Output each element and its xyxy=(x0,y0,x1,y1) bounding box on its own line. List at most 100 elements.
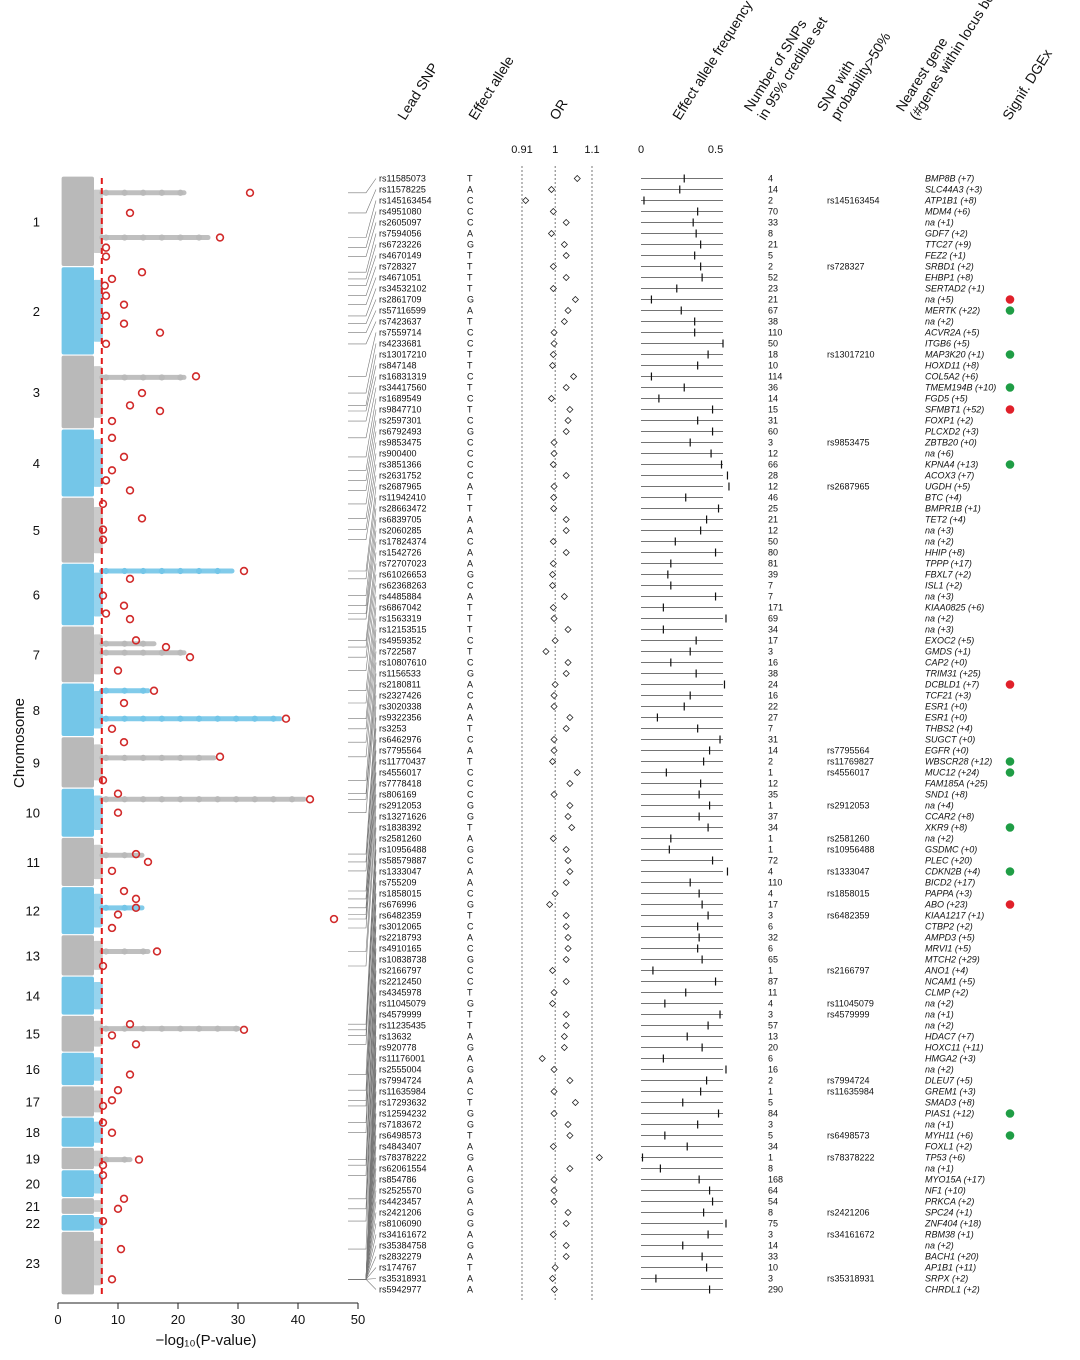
connector-line xyxy=(348,805,377,952)
lead-snp-point xyxy=(125,614,135,624)
high-prob-snp: rs4556017 xyxy=(827,768,870,778)
band-block xyxy=(61,683,94,737)
lead-snp-id: rs4423457 xyxy=(379,1197,422,1207)
snp-dot xyxy=(195,754,203,761)
snp-dot xyxy=(233,796,240,803)
connector-line xyxy=(348,431,377,491)
lead-snp-id: rs13017210 xyxy=(379,350,427,360)
lead-snp-point xyxy=(125,574,135,584)
snp-dot xyxy=(177,796,184,803)
snp-dot xyxy=(158,189,165,196)
significant-streak xyxy=(99,1025,241,1032)
nearest-gene: na (+1) xyxy=(925,1010,954,1020)
effect-allele: C xyxy=(467,790,474,800)
effect-allele: C xyxy=(467,889,474,899)
lead-snp-point xyxy=(239,566,249,576)
significant-streak xyxy=(99,374,187,381)
or-tick-label: 1 xyxy=(552,144,558,156)
high-prob-snp: rs11045079 xyxy=(827,999,874,1009)
or-diamond xyxy=(550,438,558,447)
connector-line xyxy=(348,717,377,863)
table-row: rs1838392 T 34 XKR9 (+8) xyxy=(379,823,1015,833)
significant-streak xyxy=(99,567,235,575)
y-axis-title: Chromosome xyxy=(11,698,28,788)
table-row: rs2581260 A 1 rs2581260 na (+2) xyxy=(379,834,954,844)
table-row: rs3253 T 7 THBS2 (+4) xyxy=(379,724,973,734)
connector-line xyxy=(348,563,377,648)
snp-dot xyxy=(121,374,128,381)
nearest-gene: na (+6) xyxy=(925,449,954,459)
effect-allele: C xyxy=(467,768,474,778)
table-row: rs2212450 C 87 NCAM1 (+5) xyxy=(379,977,975,987)
high-prob-snp: rs78378222 xyxy=(827,1153,875,1163)
or-diamond xyxy=(570,372,578,381)
lead-snp-point xyxy=(137,388,147,398)
lead-snp-id: rs1333047 xyxy=(379,867,422,877)
effect-allele: C xyxy=(467,922,474,932)
or-diamond xyxy=(550,746,558,755)
lead-snp-point xyxy=(161,642,171,652)
effect-allele: G xyxy=(467,801,474,811)
snp-dot xyxy=(121,1025,128,1032)
connector-lines xyxy=(348,178,377,1290)
effect-allele: C xyxy=(467,196,474,206)
credible-set-count: 64 xyxy=(768,1186,778,1196)
table-row: rs6792493 G 60 PLCXD2 (+3) xyxy=(379,427,979,437)
snp-dot xyxy=(214,567,221,575)
or-diamond xyxy=(550,1285,558,1294)
nearest-gene: BTC (+4) xyxy=(925,493,962,503)
table-row: rs7795564 A 14 rs7795564 EGFR (+0) xyxy=(379,746,969,756)
nearest-gene: BICD2 (+17) xyxy=(925,878,975,888)
nearest-gene: na (+2) xyxy=(925,1021,954,1031)
lead-snp-id: rs57116599 xyxy=(379,306,426,316)
credible-set-count: 14 xyxy=(768,746,778,756)
credible-set-count: 31 xyxy=(768,735,778,745)
effect-allele: T xyxy=(467,603,473,613)
band-block xyxy=(61,1231,94,1295)
table-row: rs12153515 T 34 na (+3) xyxy=(379,625,954,635)
high-prob-snp: rs13017210 xyxy=(827,350,875,360)
nearest-gene: GREM1 (+3) xyxy=(925,1087,976,1097)
lead-snp-id: rs3020338 xyxy=(379,702,422,712)
nearest-gene: SMAD3 (+8) xyxy=(925,1098,975,1108)
lead-snp-id: rs4670149 xyxy=(379,251,422,261)
snp-dot xyxy=(102,1156,110,1163)
credible-set-count: 23 xyxy=(768,284,778,294)
nearest-gene: ESR1 (+0) xyxy=(925,713,967,723)
effect-allele: T xyxy=(467,823,473,833)
effect-allele: C xyxy=(467,416,474,426)
lead-snp-id: rs1689549 xyxy=(379,394,422,404)
nearest-gene: FOXL1 (+2) xyxy=(925,1142,972,1152)
lead-snp-point xyxy=(101,339,111,349)
table-row: rs728327 T 2 rs728327 SRBD1 (+2) xyxy=(379,262,974,272)
nearest-gene: ITGB6 (+5) xyxy=(925,339,970,349)
high-prob-snp: rs9853475 xyxy=(827,438,870,448)
effect-allele: C xyxy=(467,449,474,459)
connector-line xyxy=(348,1245,377,1280)
connector-line xyxy=(348,860,377,1045)
chromosome-label: 7 xyxy=(33,647,40,662)
connector-line xyxy=(348,409,377,471)
credible-set-count: 28 xyxy=(768,471,778,481)
effect-allele: A xyxy=(467,515,473,525)
credible-set-count: 66 xyxy=(768,460,778,470)
dgex-dot xyxy=(1005,757,1015,766)
high-prob-snp: rs2166797 xyxy=(827,966,870,976)
table-row: rs2060285 A 12 na (+3) xyxy=(379,526,954,536)
connector-line xyxy=(348,299,377,325)
lead-snp-id: rs10807610 xyxy=(379,658,427,668)
or-diamond xyxy=(560,240,568,249)
nearest-gene: AP1B1 (+11) xyxy=(924,1263,976,1273)
lead-snp-id: rs2832279 xyxy=(379,1252,422,1262)
lead-snp-id: rs34532102 xyxy=(379,284,427,294)
lead-snp-point xyxy=(131,1040,141,1049)
lead-snp-point xyxy=(107,466,117,475)
or-diamond xyxy=(566,1164,574,1173)
table-row: rs2597301 C 31 FOXP1 (+2) xyxy=(379,416,973,426)
band-block xyxy=(61,1117,94,1147)
connector-line xyxy=(348,233,377,273)
credible-set-count: 22 xyxy=(768,702,778,712)
table-row: rs2832279 A 33 BACH1 (+20) xyxy=(379,1252,979,1262)
nearest-gene: SND1 (+8) xyxy=(925,790,968,800)
or-diamond xyxy=(550,449,558,458)
